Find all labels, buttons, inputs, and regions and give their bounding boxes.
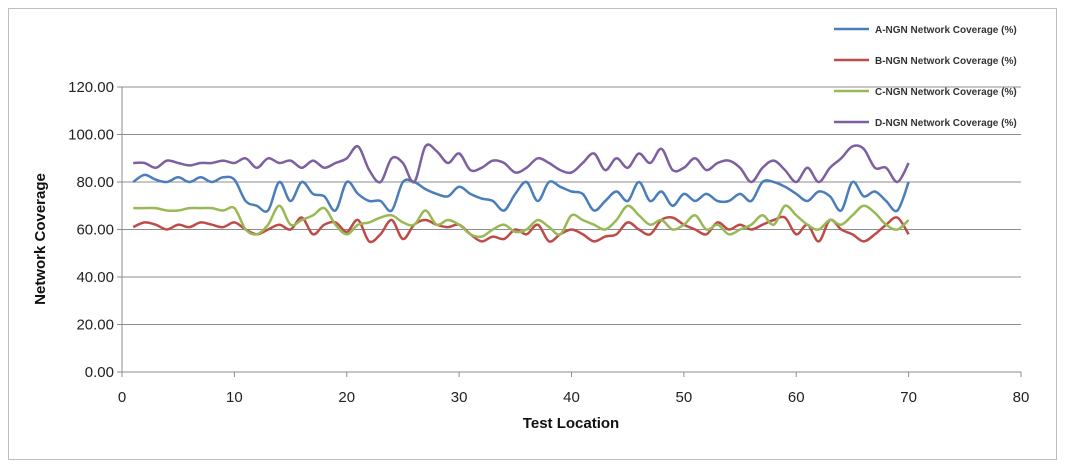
gridlines (122, 86, 1021, 373)
y-tick-label: 40.00 (76, 269, 114, 286)
x-axis-title: Test Location (523, 415, 619, 432)
y-tick-label: 60.00 (76, 222, 114, 239)
x-tick-label: 80 (1013, 389, 1030, 406)
y-tick-label: 80.00 (76, 174, 114, 191)
x-tick-label: 40 (563, 389, 580, 406)
legend-label-b: B-NGN Network Coverage (%) (875, 56, 1017, 67)
legend-label-d: D-NGN Network Coverage (%) (875, 118, 1017, 129)
y-tick-label: 20.00 (76, 317, 114, 334)
x-tick-label: 30 (451, 389, 468, 406)
legend-label-a: A-NGN Network Coverage (%) (875, 25, 1017, 36)
y-tick-label: 100.00 (68, 127, 114, 144)
series-line-a (132, 173, 910, 213)
x-tick-label: 10 (226, 389, 243, 406)
x-tick-label: 20 (338, 389, 355, 406)
legend-label-c: C-NGN Network Coverage (%) (875, 87, 1017, 98)
y-axis-title: Network Coverage (32, 173, 49, 305)
axes: 0.00 20.00 40.00 60.00 80.00 100.00 120.00 0 10 2… (68, 79, 1029, 406)
legend: A-NGN Network Coverage (%) B-NGN Network … (834, 25, 1017, 129)
chart-frame: 0.00 20.00 40.00 60.00 80.00 100.00 120.00 0 10 2… (8, 8, 1057, 460)
series-line-d (133, 143, 910, 184)
line-chart: 0.00 20.00 40.00 60.00 80.00 100.00 120.00 0 10 2… (32, 25, 1029, 432)
x-tick-label: 60 (788, 389, 805, 406)
x-tick-label: 0 (118, 389, 126, 406)
series-line-c (133, 204, 910, 239)
y-tick-label: 120.00 (68, 79, 114, 96)
y-tick-label: 0.00 (85, 364, 114, 381)
x-tick-label: 70 (900, 389, 917, 406)
series-lines (132, 143, 910, 244)
x-tick-label: 50 (676, 389, 693, 406)
